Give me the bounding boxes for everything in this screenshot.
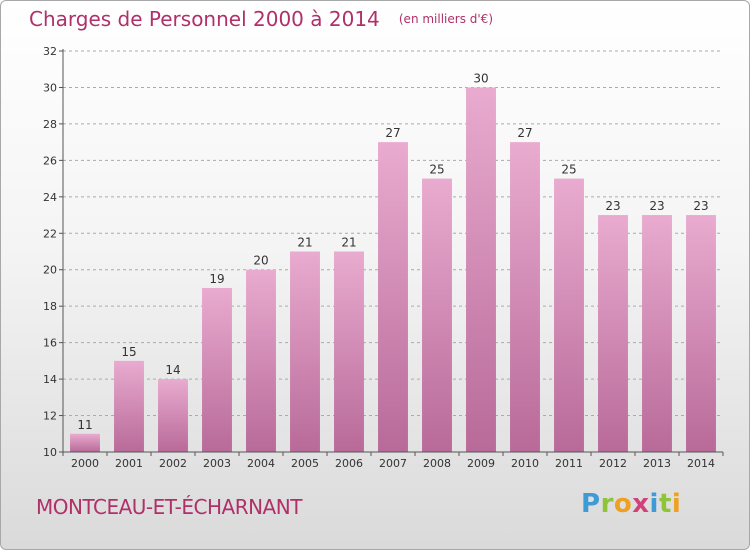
value-label: 25 (561, 163, 576, 177)
bar-2011 (554, 178, 584, 452)
x-tick-label: 2013 (643, 457, 671, 470)
logo-letter: i (649, 489, 659, 519)
bar-2012 (598, 215, 628, 452)
x-tick-label: 2005 (291, 457, 319, 470)
x-tick-label: 2004 (247, 457, 275, 470)
x-tick-label: 2001 (115, 457, 143, 470)
value-label: 30 (473, 71, 488, 85)
x-tick-label: 2014 (687, 457, 715, 470)
value-label: 27 (517, 126, 532, 140)
value-label: 14 (165, 363, 180, 377)
value-label: 20 (253, 254, 268, 268)
value-label: 11 (77, 418, 92, 432)
x-tick-label: 2006 (335, 457, 363, 470)
bar-2004 (246, 269, 276, 452)
x-tick-label: 2012 (599, 457, 627, 470)
x-tick-label: 2011 (555, 457, 583, 470)
bar-2007 (378, 142, 408, 453)
value-label: 15 (121, 345, 136, 359)
axes (59, 49, 724, 456)
title-row: Charges de Personnel 2000 à 2014 (en mil… (29, 7, 493, 31)
value-label: 21 (341, 236, 356, 250)
y-tick-label: 12 (43, 410, 57, 423)
x-tick-label: 2010 (511, 457, 539, 470)
y-tick-label: 24 (43, 191, 57, 204)
value-label: 21 (297, 236, 312, 250)
proxiti-logo[interactable]: Proxiti (581, 489, 681, 519)
chart-title: Charges de Personnel 2000 à 2014 (29, 7, 380, 31)
bars (70, 87, 716, 453)
bar-2009 (466, 87, 496, 453)
bar-2003 (202, 287, 232, 452)
bar-2008 (422, 178, 452, 452)
logo-letter: o (613, 489, 633, 519)
bar-2010 (510, 142, 540, 453)
y-tick-label: 32 (43, 45, 57, 58)
labels: 10 12 14 16 18 20 22 24 26 28 30 32 11 2000 15 2001 14 20… (43, 45, 715, 470)
bar-2013 (642, 215, 672, 452)
y-tick-label: 22 (43, 227, 57, 240)
x-tick-label: 2007 (379, 457, 407, 470)
bar-2000 (70, 433, 100, 452)
y-tick-label: 26 (43, 154, 57, 167)
logo-letter: i (671, 489, 682, 519)
bar-2006 (334, 251, 364, 452)
bar-2001 (114, 360, 144, 452)
bar-2014 (686, 215, 716, 452)
value-label: 27 (385, 126, 400, 140)
x-tick-label: 2002 (159, 457, 187, 470)
value-label: 23 (693, 199, 708, 213)
logo-letter: t (658, 489, 672, 519)
y-tick-label: 10 (43, 446, 57, 459)
x-tick-label: 2009 (467, 457, 495, 470)
logo-letter: r (600, 489, 614, 519)
commune-name: MONTCEAU-ET-ÉCHARNANT (36, 495, 302, 519)
logo-letter: x (632, 489, 650, 519)
value-label: 25 (429, 163, 444, 177)
value-label: 23 (605, 199, 620, 213)
value-label: 19 (209, 272, 224, 286)
x-tick-label: 2008 (423, 457, 451, 470)
x-tick-label: 2000 (71, 457, 99, 470)
y-tick-label: 18 (43, 300, 57, 313)
y-tick-label: 30 (43, 81, 57, 94)
y-tick-label: 14 (43, 373, 57, 386)
logo-letter: P (581, 489, 601, 519)
bar-2005 (290, 251, 320, 452)
y-tick-label: 28 (43, 118, 57, 131)
y-tick-label: 16 (43, 337, 57, 350)
x-tick-label: 2003 (203, 457, 231, 470)
value-label: 23 (649, 199, 664, 213)
unit-note: (en milliers d'€) (398, 12, 493, 26)
y-tick-label: 20 (43, 264, 57, 277)
bar-2002 (158, 379, 188, 452)
